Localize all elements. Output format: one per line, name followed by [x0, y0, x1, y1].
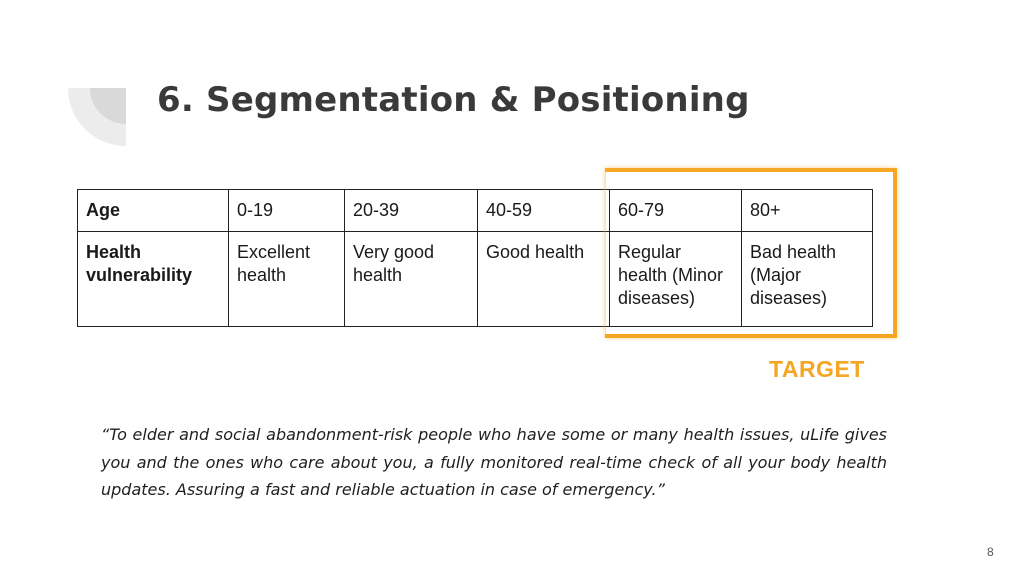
positioning-quote: “To elder and social abandonment-risk pe…	[101, 425, 887, 499]
health-level-cell: Good health	[477, 231, 610, 327]
health-row: Health vulnerability Excellent health Ve…	[77, 231, 873, 327]
age-range-cell: 80+	[741, 189, 873, 232]
target-highlight-box	[605, 168, 897, 338]
health-level-cell: Excellent health	[228, 231, 345, 327]
page-number: 8	[987, 545, 994, 559]
health-level-cell: Bad health (Major diseases)	[741, 231, 873, 327]
health-header-cell: Health vulnerability	[77, 231, 229, 327]
segmentation-table: Age 0-19 20-39 40-59 60-79 80+ Health vu…	[77, 189, 873, 327]
quarter-arc-icon	[68, 88, 126, 146]
slide-title: 6. Segmentation & Positioning	[157, 80, 750, 120]
age-range-cell: 20-39	[344, 189, 478, 232]
health-level-cell: Very good health	[344, 231, 478, 327]
health-level-cell: Regular health (Minor diseases)	[609, 231, 742, 327]
target-label: TARGET	[769, 356, 865, 382]
age-header-cell: Age	[77, 189, 229, 232]
age-row: Age 0-19 20-39 40-59 60-79 80+	[77, 189, 873, 232]
age-range-cell: 40-59	[477, 189, 610, 232]
age-range-cell: 0-19	[228, 189, 345, 232]
